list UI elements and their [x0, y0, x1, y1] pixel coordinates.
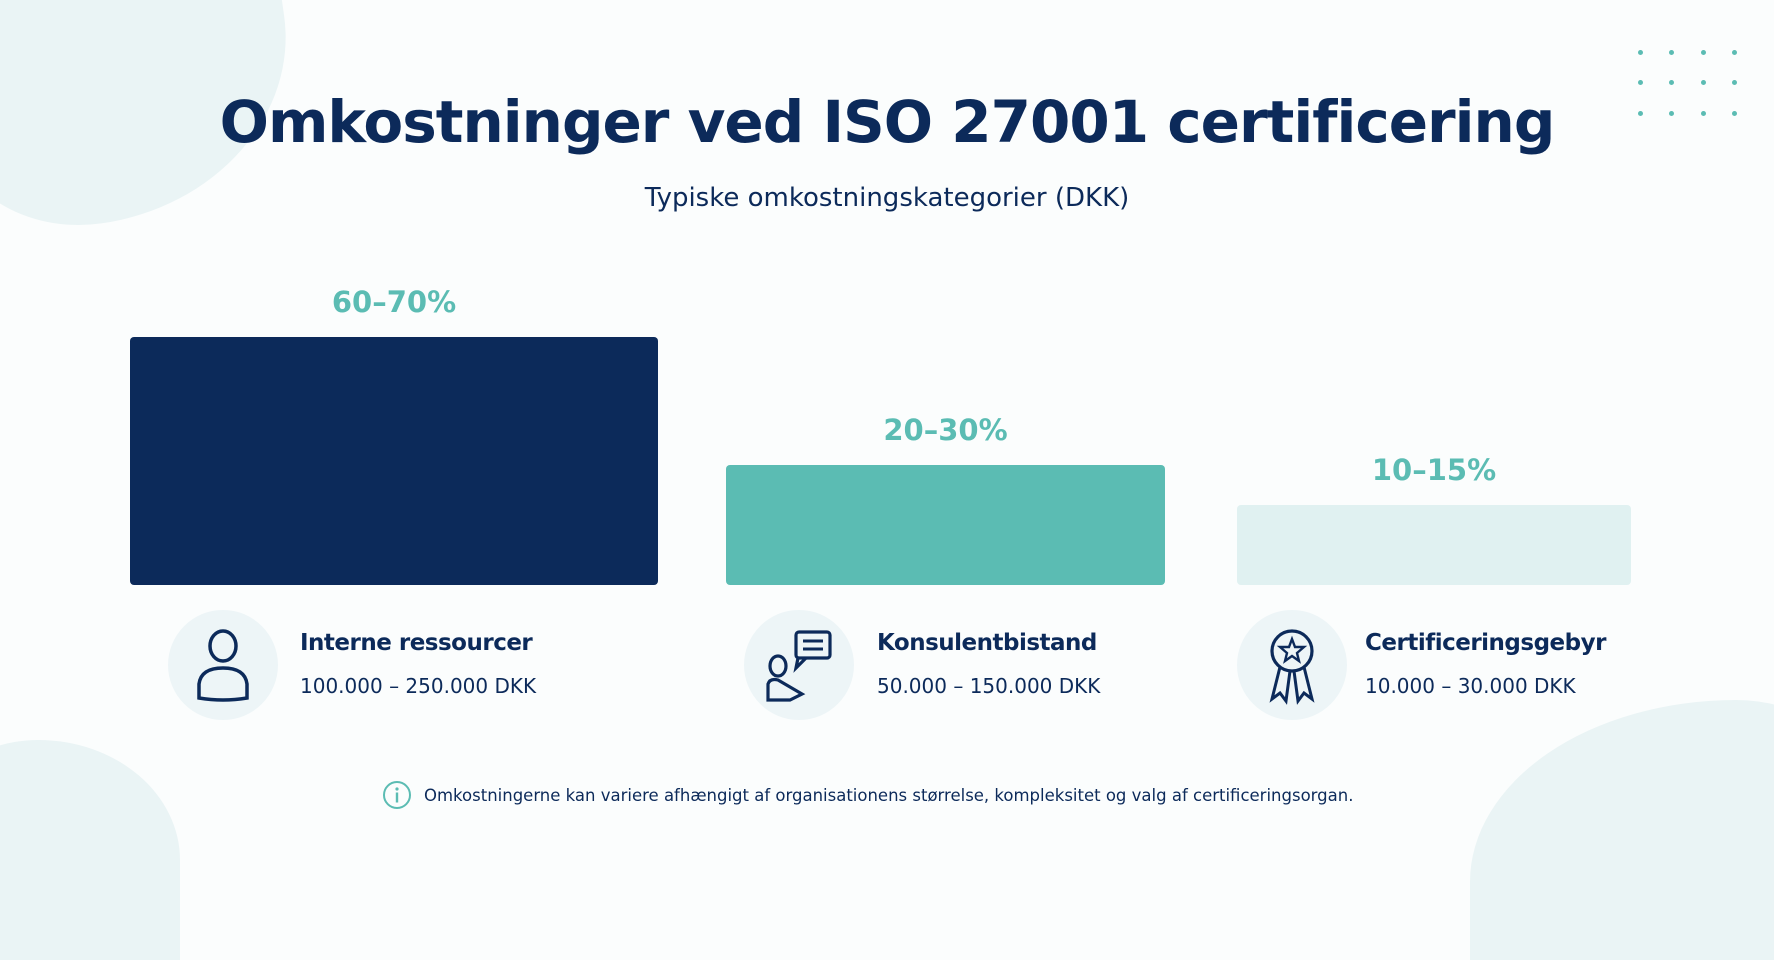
data-label: 10–15% [1371, 453, 1497, 487]
bar-consulting [726, 465, 1165, 585]
data-label: 60–70% [331, 285, 457, 319]
icon-circle [1237, 610, 1347, 720]
decor-dot [1701, 111, 1706, 116]
decor-dot [1638, 50, 1643, 55]
category-cost-range: 10.000 – 30.000 DKK [1365, 674, 1576, 698]
person-icon [197, 629, 249, 702]
info-icon [383, 781, 411, 809]
decor-dot [1669, 80, 1674, 85]
icon-circle [168, 610, 278, 720]
category-name: Certificeringsgebyr [1365, 630, 1606, 656]
chart-subtitle: Typiske omkostningskategorier (DKK) [644, 183, 1130, 213]
decor-dot [1669, 111, 1674, 116]
decor-dot [1669, 50, 1674, 55]
footnote-text: Omkostningerne kan variere afhængigt af … [424, 785, 1354, 805]
category-cost-range: 100.000 – 250.000 DKK [300, 674, 537, 698]
bar-certification-fee [1237, 505, 1631, 585]
decor-dot [1638, 80, 1643, 85]
category-name: Interne ressourcer [300, 630, 533, 656]
bar-internal-resources [130, 337, 658, 585]
chart-title: Omkostninger ved ISO 27001 certificering [219, 88, 1556, 156]
category-cost-range: 50.000 – 150.000 DKK [877, 674, 1101, 698]
footnote: Omkostningerne kan variere afhængigt af … [382, 780, 1353, 810]
category-name: Konsulentbistand [877, 630, 1097, 656]
bar-chart: 60–70% Interne ressourcer 100.000 – 250.00… [130, 285, 1631, 720]
icon-circle [744, 610, 854, 720]
decor-dot [1701, 50, 1706, 55]
award-ribbon-icon [1269, 629, 1315, 705]
consultant-chat-icon [766, 630, 832, 702]
decor-dot [1732, 50, 1737, 55]
decor-dot [1732, 111, 1737, 116]
decor-dot [1701, 80, 1706, 85]
decor-dot [1638, 111, 1643, 116]
decor-dot [1732, 80, 1737, 85]
data-label: 20–30% [883, 413, 1008, 447]
